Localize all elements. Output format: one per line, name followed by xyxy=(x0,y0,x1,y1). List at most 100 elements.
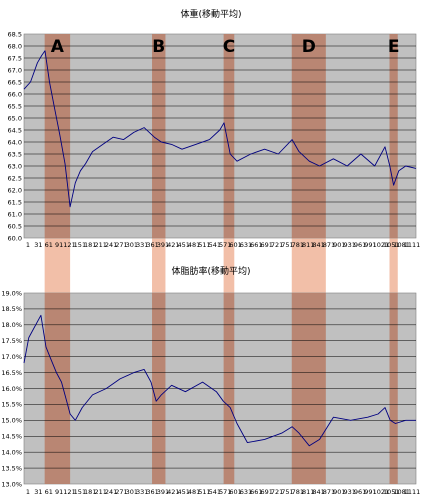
x-tick-label: 571 xyxy=(219,241,231,249)
y-tick-label: 15.0% xyxy=(1,417,22,425)
x-tick-label: 451 xyxy=(177,488,189,496)
bodyfat-x-axis: 1 31 61 91 121151181211241271301331361391421… xyxy=(26,488,420,496)
bodyfat-y-axis: 13.0% 13.5% 14.0% 14.5% 15.0% 15.5% 16.0% 16.5%… xyxy=(1,289,22,488)
x-tick-label: 1021 xyxy=(373,488,390,496)
band-label-b: B xyxy=(152,37,165,57)
x-tick-label: 241 xyxy=(105,241,117,249)
band-label-d: D xyxy=(302,37,316,57)
x-tick-label: 1051 xyxy=(383,241,400,249)
y-tick-label: 18.5% xyxy=(1,305,22,313)
weight-highlight-bands xyxy=(44,34,398,238)
x-tick-label: 601 xyxy=(229,488,241,496)
x-tick-label: 451 xyxy=(177,241,189,249)
y-tick-label: 63.0 xyxy=(8,162,22,170)
y-tick-label: 65.0 xyxy=(8,114,22,122)
x-tick-label: 361 xyxy=(146,241,158,249)
x-tick-label: 211 xyxy=(94,488,106,496)
x-tick-label: 991 xyxy=(364,241,376,249)
x-tick-label: 421 xyxy=(167,488,179,496)
x-tick-label: 241 xyxy=(105,488,117,496)
band-label-c: C xyxy=(223,37,235,57)
series-line xyxy=(23,50,417,208)
x-tick-label: 601 xyxy=(229,241,241,249)
band-b xyxy=(152,34,166,238)
x-tick-label: 1111 xyxy=(404,241,421,249)
x-tick-label: 481 xyxy=(188,488,200,496)
x-tick-label: 931 xyxy=(344,488,356,496)
x-tick-label: 421 xyxy=(167,241,179,249)
weight-plot-area xyxy=(23,33,417,239)
weight-x-axis: 1 31 61 91 121151181211241271301331361391421… xyxy=(26,241,420,249)
y-tick-label: 62.5 xyxy=(8,174,22,182)
weight-chart: 体重(移動平均) 60.0 60.5 61.0 61.5 62.0 62.5 63.0 63.… xyxy=(8,8,421,249)
x-tick-label: 331 xyxy=(136,488,148,496)
x-tick-label: 721 xyxy=(271,241,283,249)
x-tick-label: 1111 xyxy=(404,488,421,496)
x-tick-label: 31 xyxy=(34,241,42,249)
x-tick-label: 661 xyxy=(250,488,262,496)
x-tick-label: 271 xyxy=(115,488,127,496)
x-tick-label: 1 xyxy=(26,488,30,496)
band-connector-c xyxy=(223,238,235,293)
x-tick-label: 511 xyxy=(198,488,210,496)
x-tick-label: 811 xyxy=(302,241,314,249)
y-tick-label: 16.0% xyxy=(1,385,22,393)
series-line xyxy=(23,314,416,447)
x-tick-label: 61 xyxy=(45,241,53,249)
y-tick-label: 14.0% xyxy=(1,448,22,456)
x-tick-label: 271 xyxy=(115,241,127,249)
y-tick-label: 61.5 xyxy=(8,198,22,206)
x-tick-label: 1081 xyxy=(393,241,410,249)
weight-chart-title: 体重(移動平均) xyxy=(180,8,241,20)
y-tick-label: 68.5 xyxy=(8,30,22,38)
weight-gridlines xyxy=(24,45,416,227)
x-tick-label: 661 xyxy=(250,241,262,249)
x-tick-label: 1051 xyxy=(383,488,400,496)
x-tick-label: 631 xyxy=(240,241,252,249)
x-tick-label: 991 xyxy=(364,488,376,496)
y-tick-label: 14.5% xyxy=(1,433,22,441)
x-tick-label: 481 xyxy=(188,241,200,249)
x-tick-label: 121 xyxy=(63,241,75,249)
x-tick-label: 691 xyxy=(260,488,272,496)
y-tick-label: 67.5 xyxy=(8,54,22,62)
x-tick-label: 1021 xyxy=(373,241,390,249)
y-tick-label: 68.0 xyxy=(8,42,22,50)
y-tick-label: 66.5 xyxy=(8,78,22,86)
x-tick-label: 841 xyxy=(312,488,324,496)
x-tick-label: 541 xyxy=(209,488,221,496)
x-tick-label: 871 xyxy=(323,488,335,496)
x-tick-label: 181 xyxy=(84,488,96,496)
x-tick-label: 31 xyxy=(34,488,42,496)
bodyfat-chart: 体脂肪率(移動平均) 13.0% 13.5% 14.0% 14.5% 15.0% 15.5… xyxy=(1,265,420,496)
x-tick-label: 391 xyxy=(157,488,169,496)
y-tick-label: 62.0 xyxy=(8,186,22,194)
x-tick-label: 751 xyxy=(281,241,293,249)
x-tick-label: 361 xyxy=(146,488,158,496)
x-tick-label: 631 xyxy=(240,488,252,496)
band-d xyxy=(291,34,326,238)
x-tick-label: 841 xyxy=(312,241,324,249)
y-tick-label: 64.5 xyxy=(8,126,22,134)
x-tick-label: 901 xyxy=(333,488,345,496)
y-tick-label: 16.5% xyxy=(1,369,22,377)
x-tick-label: 961 xyxy=(354,241,366,249)
y-tick-label: 17.0% xyxy=(1,353,22,361)
y-tick-label: 65.5 xyxy=(8,102,22,110)
x-tick-label: 151 xyxy=(74,241,86,249)
y-tick-label: 19.0% xyxy=(1,289,22,297)
y-tick-label: 15.5% xyxy=(1,401,22,409)
band-connectors xyxy=(44,238,398,293)
x-tick-label: 151 xyxy=(74,488,86,496)
x-tick-label: 691 xyxy=(260,241,272,249)
x-tick-label: 391 xyxy=(157,241,169,249)
y-tick-label: 60.5 xyxy=(8,222,22,230)
y-tick-label: 67.0 xyxy=(8,66,22,74)
x-tick-label: 91 xyxy=(55,488,63,496)
x-tick-label: 301 xyxy=(126,488,138,496)
y-tick-label: 64.0 xyxy=(8,138,22,146)
band-connector-b xyxy=(152,238,166,293)
x-tick-label: 811 xyxy=(302,488,314,496)
x-tick-label: 541 xyxy=(209,241,221,249)
